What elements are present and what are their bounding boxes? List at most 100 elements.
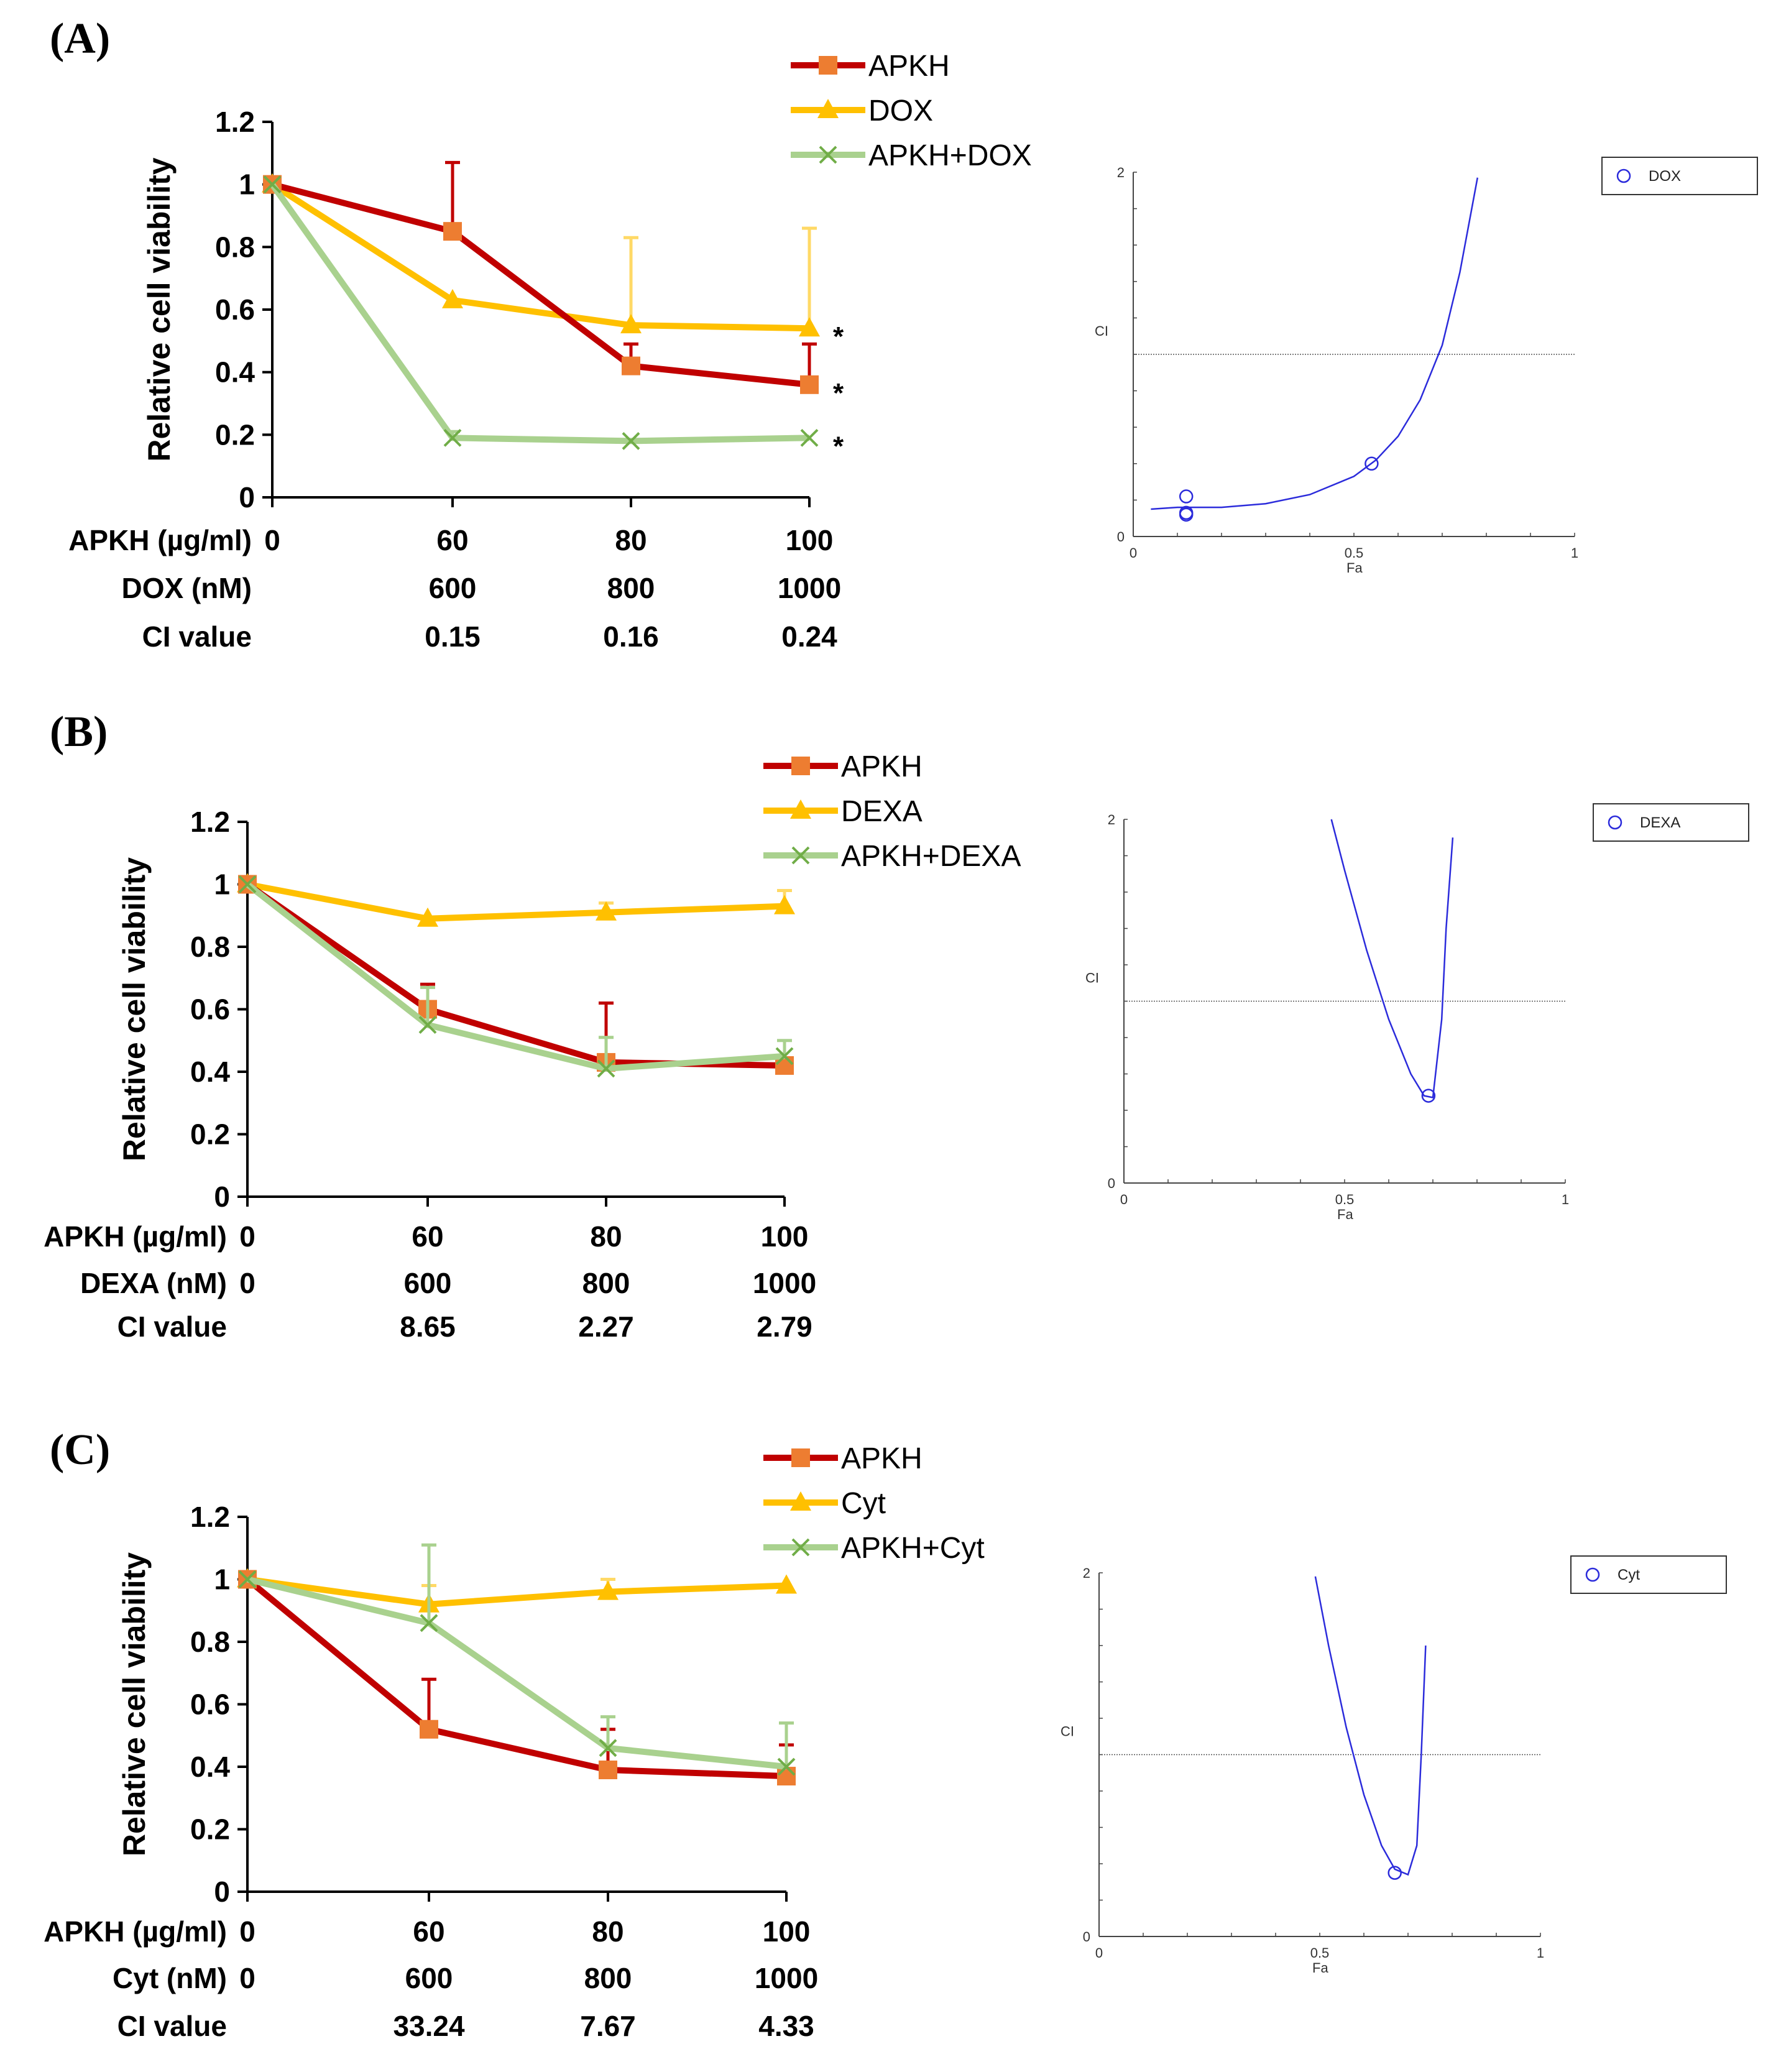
row-value: 600 [429,572,477,604]
row-value: 4.33 [758,2010,814,2042]
data-point [443,222,462,241]
ci-x-tick-label: 1 [1562,1192,1569,1207]
data-point [442,288,463,308]
legend-marker [790,1491,811,1511]
data-point [420,1720,438,1739]
data-point [622,431,640,450]
data-point [800,375,819,394]
row-value: 0.15 [425,620,481,653]
y-tick-label: 0.2 [190,1118,230,1151]
row-value: 0.24 [781,620,837,653]
ci-legend-marker [1608,815,1622,830]
row-value: 100 [763,1915,811,1948]
legend-label: DOX [868,94,933,127]
data-point [774,895,795,914]
ci-legend-box [1593,803,1749,842]
data-point [597,1059,615,1078]
data-point [800,428,819,447]
y-tick-label: 0.8 [190,1626,230,1658]
legend-label: APKH [841,1442,923,1475]
row-value: 8.65 [400,1310,456,1343]
panel-label: (A) [50,15,110,63]
data-point [263,175,282,194]
series-apkh [263,160,819,394]
y-tick-label: 0.4 [215,356,255,389]
significance-marker: * [833,431,844,461]
data-point [599,1739,617,1757]
legend-marker [791,846,810,865]
series-line [247,1576,787,1608]
row-label: APKH (µg/ml) [44,1915,227,1948]
y-tick-label: 1.2 [190,806,230,838]
ci-x-tick-label: 0 [1130,545,1137,561]
series-line [246,1576,787,1770]
row-value: 80 [592,1915,624,1948]
row-value: 2.27 [578,1310,634,1343]
series-apkh-dox [263,175,819,450]
series-dox [262,173,820,337]
y-axis-label: Relative cell viability [117,857,152,1161]
data-point [417,907,438,927]
row-value: 1000 [753,1267,816,1299]
row-label: APKH (µg/ml) [68,524,252,556]
row-label: DOX (nM) [121,572,252,604]
row-value: 1000 [778,572,841,604]
y-tick-label: 1.2 [190,1501,230,1533]
ci-y-tick-label: 2 [1108,812,1115,827]
y-tick-label: 0.2 [215,418,255,451]
row-value: 0 [239,1962,255,1994]
ci-curve [1151,177,1479,510]
y-tick-label: 0.8 [215,231,255,263]
row-value: 80 [615,524,647,556]
ci-x-axis-label: Fa [1312,1960,1328,1976]
data-point [238,1570,257,1588]
y-tick-label: 1 [239,168,255,201]
legend-label: DEXA [841,795,923,828]
panel-a: (A) 0 0.2 0.4 0.6 0.8 1 1.2 Relative cell viabil… [50,15,1758,653]
series-apkh-cyt [238,1543,796,1776]
y-tick-label: 0.6 [215,293,255,326]
data-point [775,1047,794,1066]
series-line [270,182,810,332]
ci-plot: 0 2 0 0.5 1 CI Fa Cyt [1061,1555,1727,1976]
ci-data-point [1421,1089,1436,1103]
ci-x-axis-label: Fa [1346,560,1363,576]
row-value: 2.79 [757,1310,812,1343]
series-dexa [237,873,795,927]
legend-marker [791,757,810,775]
row-label: CI value [117,2010,227,2042]
ci-x-tick-label: 0.5 [1345,545,1364,561]
ci-x-tick-label: 0 [1120,1192,1128,1207]
data-point [777,1767,796,1786]
legend: APKH DEXA APKH+DEXA [763,750,1021,873]
data-point [418,1016,437,1034]
y-tick-label: 0.2 [190,1813,230,1846]
ci-y-axis-label: CI [1085,970,1099,986]
data-point [776,1574,797,1594]
row-value: 60 [413,1915,444,1948]
significance-marker: * [833,321,844,352]
ci-legend-label: Cyt [1618,1567,1640,1583]
ci-legend-box [1570,1555,1727,1594]
legend-label: APKH+DEXA [841,840,1021,873]
panel-label: (C) [50,1426,110,1474]
legend-label: APKH+Cyt [841,1532,985,1565]
row-label: Cyt (nM) [113,1962,227,1994]
row-value: 0 [239,1220,255,1253]
ci-data-point [1365,456,1379,471]
y-tick-label: 0 [214,1181,230,1213]
legend-label: APKH+DOX [868,139,1032,172]
legend-label: APKH [868,50,950,83]
series-cyt [237,1568,797,1613]
ci-data-point [1179,507,1194,522]
row-label: APKH (µg/ml) [44,1220,227,1253]
series-apkh-dexa [238,875,794,1078]
row-value: 800 [584,1962,632,1994]
legend-marker [817,99,839,118]
row-value: 800 [582,1267,630,1299]
ci-x-tick-label: 1 [1571,545,1578,561]
data-point [620,314,642,334]
ci-y-axis-label: CI [1095,323,1108,339]
row-value: 0 [239,1267,255,1299]
series-line [245,882,785,1072]
